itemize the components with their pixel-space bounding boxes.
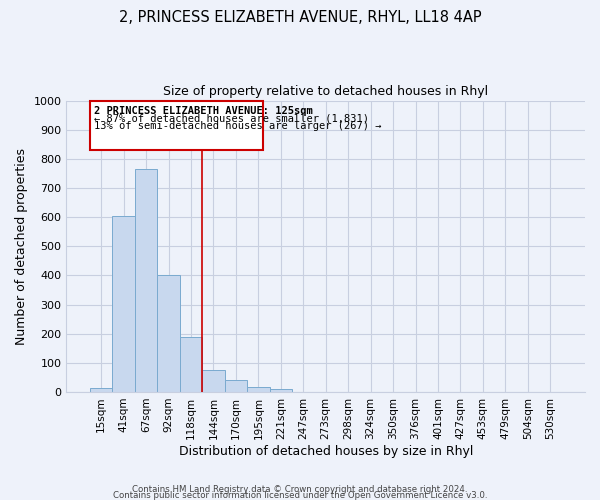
Text: ← 87% of detached houses are smaller (1,831): ← 87% of detached houses are smaller (1,… <box>94 114 370 124</box>
Bar <box>157 274 180 392</box>
Bar <box>90 388 112 392</box>
Bar <box>247 386 269 392</box>
Bar <box>135 169 157 392</box>
Bar <box>269 389 292 392</box>
Text: Contains HM Land Registry data © Crown copyright and database right 2024.: Contains HM Land Registry data © Crown c… <box>132 484 468 494</box>
Bar <box>224 380 247 392</box>
FancyBboxPatch shape <box>90 100 263 150</box>
Text: 2 PRINCESS ELIZABETH AVENUE: 125sqm: 2 PRINCESS ELIZABETH AVENUE: 125sqm <box>94 106 313 117</box>
Text: Contains public sector information licensed under the Open Government Licence v3: Contains public sector information licen… <box>113 490 487 500</box>
Y-axis label: Number of detached properties: Number of detached properties <box>15 148 28 345</box>
Text: 13% of semi-detached houses are larger (267) →: 13% of semi-detached houses are larger (… <box>94 121 382 131</box>
Bar <box>112 216 135 392</box>
X-axis label: Distribution of detached houses by size in Rhyl: Distribution of detached houses by size … <box>179 444 473 458</box>
Bar <box>202 370 224 392</box>
Title: Size of property relative to detached houses in Rhyl: Size of property relative to detached ho… <box>163 85 488 98</box>
Bar <box>180 336 202 392</box>
Text: 2, PRINCESS ELIZABETH AVENUE, RHYL, LL18 4AP: 2, PRINCESS ELIZABETH AVENUE, RHYL, LL18… <box>119 10 481 25</box>
